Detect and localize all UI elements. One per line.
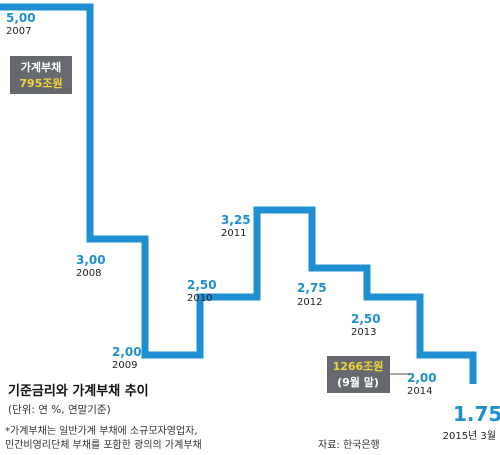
callout-box-2007: [10, 56, 72, 94]
household-debt-2007-callout: 가계부채 795조원: [10, 56, 72, 94]
callout-2007-line2: 795조원: [19, 76, 62, 90]
footnote-line-1: *가계부채는 일반가계 부채에 소규모자영업자,: [5, 424, 198, 437]
source-label: 자료: 한국은행: [318, 439, 380, 451]
period-label-2014: 2014: [407, 386, 432, 397]
period-label-2010: 2010: [187, 293, 212, 304]
period-label-2011: 2011: [221, 228, 246, 239]
value-label-2011: 3,25: [221, 213, 251, 227]
footnote-line-2: 민간비영리단체 부채를 포함한 광의의 가계부채: [5, 439, 202, 451]
value-label-2010: 2,50: [187, 278, 217, 292]
value-label-2014: 2,00: [407, 371, 437, 385]
value-label-2009: 2,00: [112, 345, 142, 359]
rate-step-line: [0, 3, 477, 384]
callout-box-2014: [327, 356, 390, 393]
period-label-2007: 2007: [6, 26, 31, 37]
household-debt-2014-callout: 1266조원 (9월 말): [327, 356, 410, 393]
period-label-2015-march: 2015년 3월: [443, 430, 496, 442]
value-label-2007: 5,00: [6, 11, 36, 25]
callout-2007-line1: 가계부채: [21, 60, 61, 74]
period-label-2013: 2013: [351, 327, 376, 338]
chart-title: 기준금리와 가계부채 추이: [8, 383, 149, 399]
value-label-2013: 2,50: [351, 312, 381, 326]
value-label-2008: 3,00: [76, 253, 106, 267]
callout-2014-line1: 1266조원: [333, 359, 384, 373]
label-group: 5,0020073,0020082,0020092,5020103,252011…: [6, 11, 500, 442]
callout-2014-line2: (9월 말): [337, 375, 379, 389]
period-label-2008: 2008: [76, 268, 101, 279]
period-label-2009: 2009: [112, 360, 137, 371]
value-label-2015-march: 1.75: [453, 402, 500, 426]
chart-subtitle: (단위: 연 %, 연말기준): [8, 403, 111, 416]
step-line-group: [0, 3, 477, 384]
value-label-2012: 2,75: [297, 281, 327, 295]
period-label-2012: 2012: [297, 297, 322, 308]
